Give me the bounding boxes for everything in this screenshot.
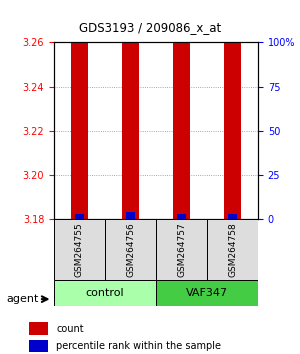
Text: GSM264756: GSM264756 xyxy=(126,222,135,277)
Text: GSM264757: GSM264757 xyxy=(177,222,186,277)
FancyBboxPatch shape xyxy=(156,219,207,280)
Text: count: count xyxy=(56,324,84,333)
Bar xyxy=(177,214,186,219)
FancyBboxPatch shape xyxy=(105,219,156,280)
Text: GSM264755: GSM264755 xyxy=(75,222,84,277)
Bar xyxy=(75,214,84,219)
Text: agent: agent xyxy=(6,294,38,304)
Bar xyxy=(228,214,237,219)
Bar xyxy=(126,212,135,219)
FancyBboxPatch shape xyxy=(54,219,105,280)
Bar xyxy=(122,0,140,219)
Text: VAF347: VAF347 xyxy=(186,288,228,298)
Text: GSM264758: GSM264758 xyxy=(228,222,237,277)
Bar xyxy=(29,340,48,352)
Bar xyxy=(172,0,190,219)
Text: control: control xyxy=(86,288,124,298)
Text: percentile rank within the sample: percentile rank within the sample xyxy=(56,341,221,351)
Bar xyxy=(29,322,48,335)
Bar xyxy=(70,0,88,219)
FancyBboxPatch shape xyxy=(156,280,258,306)
FancyBboxPatch shape xyxy=(54,280,156,306)
FancyBboxPatch shape xyxy=(207,219,258,280)
Text: GDS3193 / 209086_x_at: GDS3193 / 209086_x_at xyxy=(79,21,221,34)
Bar xyxy=(224,0,242,219)
